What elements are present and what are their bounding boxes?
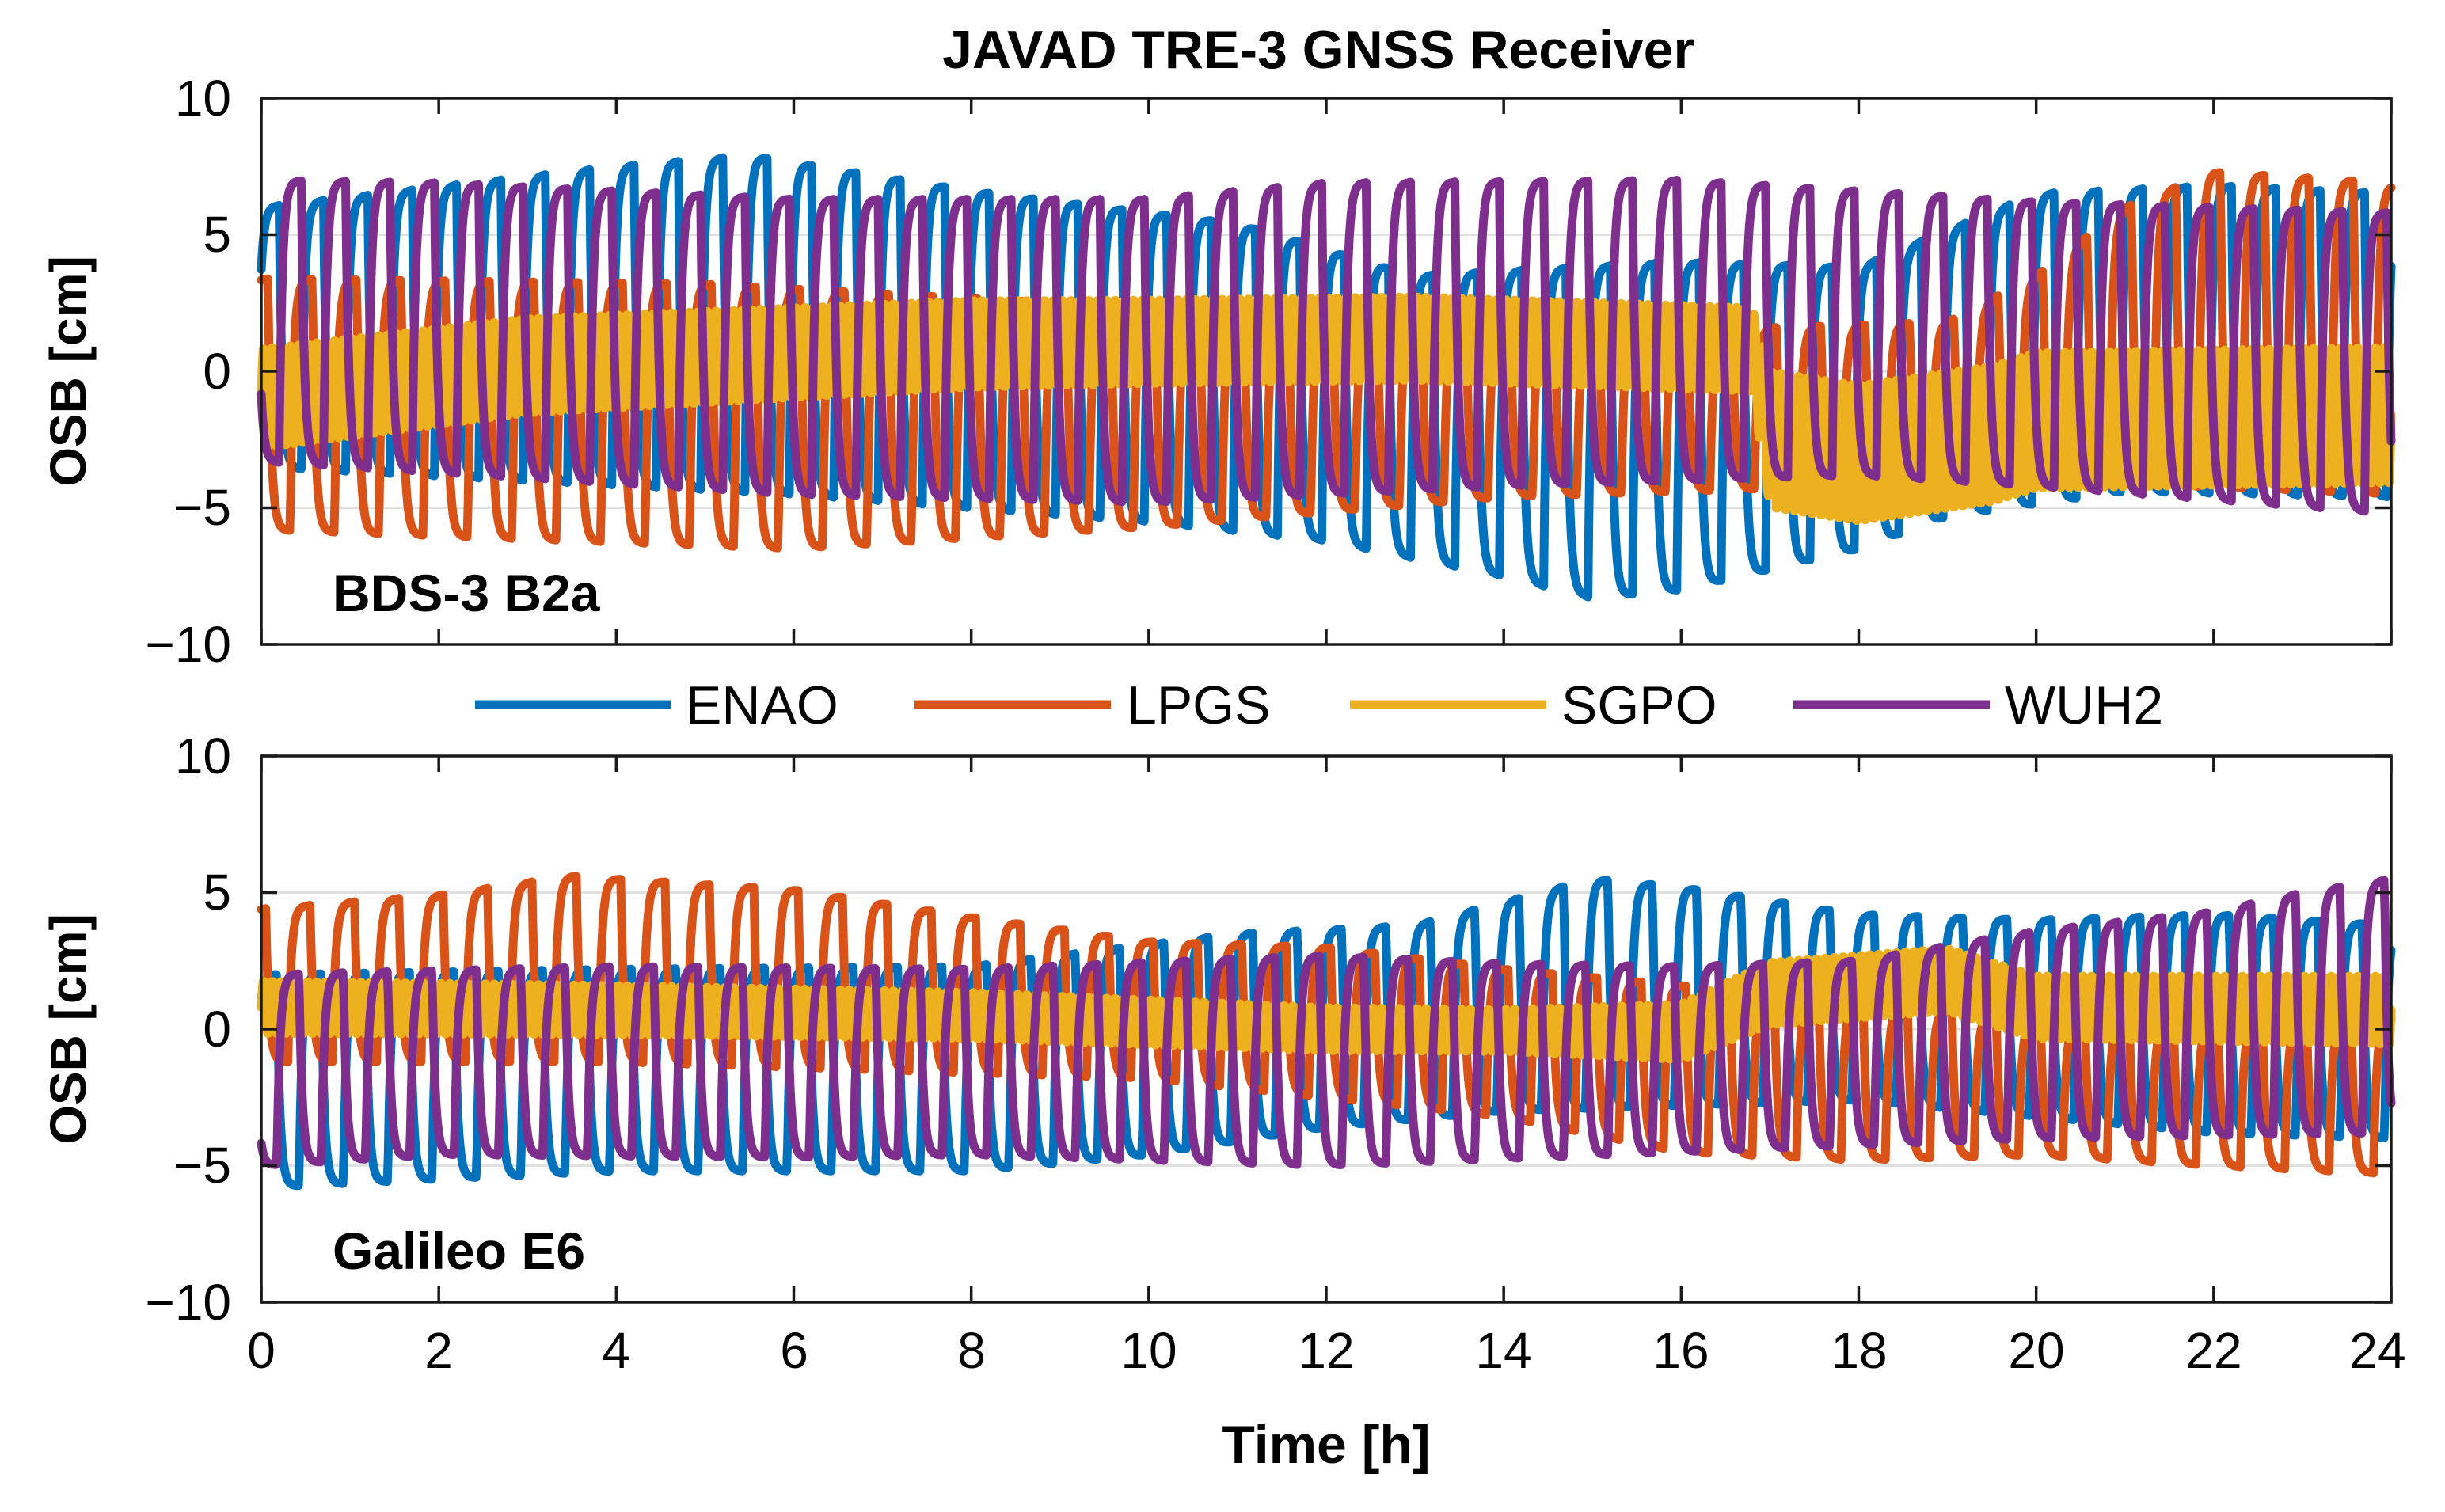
y-tick-label: 0: [203, 1001, 231, 1058]
y-tick-label: 5: [203, 206, 231, 263]
x-tick-label: 20: [2008, 1322, 2064, 1379]
y-axis-label-2: OSB [cm]: [40, 914, 97, 1145]
chart-title: JAVAD TRE-3 GNSS Receiver: [942, 20, 1694, 80]
y-tick-label: 10: [175, 728, 231, 784]
y-axis-label-1: OSB [cm]: [40, 256, 97, 487]
x-tick-label: 18: [1831, 1322, 1887, 1379]
y-tick-label: −10: [145, 1274, 231, 1331]
legend: ENAO LPGS SGPO WUH2: [475, 675, 2163, 735]
legend-label-wuh2: WUH2: [2005, 675, 2163, 735]
y-tick-label: 0: [203, 343, 231, 400]
x-tick-label: 14: [1475, 1322, 1531, 1379]
panel-bds3-b2a: 10 5 0 −5 −10 OSB [cm] BDS-3 B2a: [40, 70, 2396, 673]
tick-marks-1: [260, 97, 2393, 646]
x-tick-label: 16: [1652, 1322, 1709, 1379]
x-tick-label: 10: [1120, 1322, 1177, 1379]
legend-label-enao: ENAO: [686, 675, 838, 735]
panel-label-2: Galileo E6: [333, 1221, 585, 1280]
x-tick-label: 24: [2349, 1322, 2405, 1379]
x-tick-label: 6: [780, 1322, 808, 1379]
series-group-1: [257, 153, 2396, 602]
series-line-sgpo: [257, 944, 2396, 1064]
series-line-wuh2: [257, 176, 2396, 516]
x-tick-label: 0: [247, 1322, 276, 1379]
x-tick-label: 12: [1298, 1322, 1354, 1379]
panel-galileo-e6: 10 5 0 −5 −10 OSB [cm] Galileo E6: [40, 728, 2396, 1331]
y-tick-label: −5: [173, 479, 231, 536]
x-axis-label: Time [h]: [1222, 1415, 1430, 1475]
y-tick-label: −10: [145, 616, 231, 673]
x-tick-label: 22: [2185, 1322, 2242, 1379]
x-tick-label: 8: [957, 1322, 986, 1379]
y-tick-label: 5: [203, 864, 231, 921]
x-tick-label: 2: [424, 1322, 453, 1379]
panel-label-1: BDS-3 B2a: [333, 564, 601, 622]
series-group-2: [257, 872, 2396, 1191]
x-tick-labels: 0 2 4 6 8 10 12 14 16 18 20 22 24: [247, 1322, 2405, 1379]
legend-label-lpgs: LPGS: [1127, 675, 1270, 735]
legend-label-sgpo: SGPO: [1561, 675, 1717, 735]
series-line-wuh2: [257, 876, 2396, 1169]
tick-marks-2: [260, 754, 2393, 1304]
y-tick-label: −5: [173, 1137, 231, 1194]
y-tick-label: 10: [175, 70, 231, 127]
x-tick-label: 4: [602, 1322, 630, 1379]
